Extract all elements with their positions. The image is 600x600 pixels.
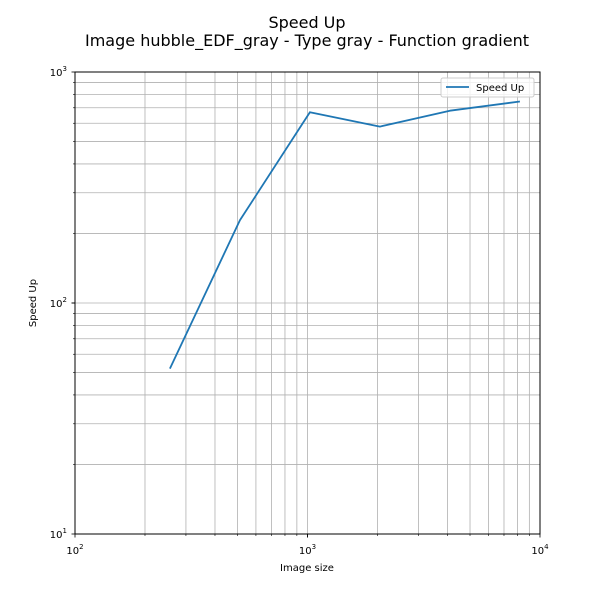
x-axis-label: Image size (280, 563, 334, 574)
axis-ticks (71, 71, 541, 538)
x-tick-label: 102 (66, 543, 83, 557)
chart-subtitle: Image hubble_EDF_gray - Type gray - Func… (85, 31, 529, 51)
grid (75, 72, 540, 534)
chart-title: Speed Up (268, 13, 345, 32)
y-axis-label: Speed Up (28, 279, 39, 327)
legend-label: Speed Up (476, 83, 524, 94)
x-tick-label: 104 (531, 543, 549, 557)
series-layer (169, 100, 521, 369)
y-tick-label: 101 (50, 527, 67, 541)
axis-tick-labels: 102 103 104 101 102 103 (50, 65, 549, 557)
y-tick-label: 102 (50, 296, 67, 310)
legend-box (440, 77, 535, 98)
x-tick-label: 103 (299, 543, 316, 557)
y-tick-label: 103 (50, 65, 67, 79)
series-line (169, 100, 521, 369)
legend: Speed Up (440, 77, 535, 98)
